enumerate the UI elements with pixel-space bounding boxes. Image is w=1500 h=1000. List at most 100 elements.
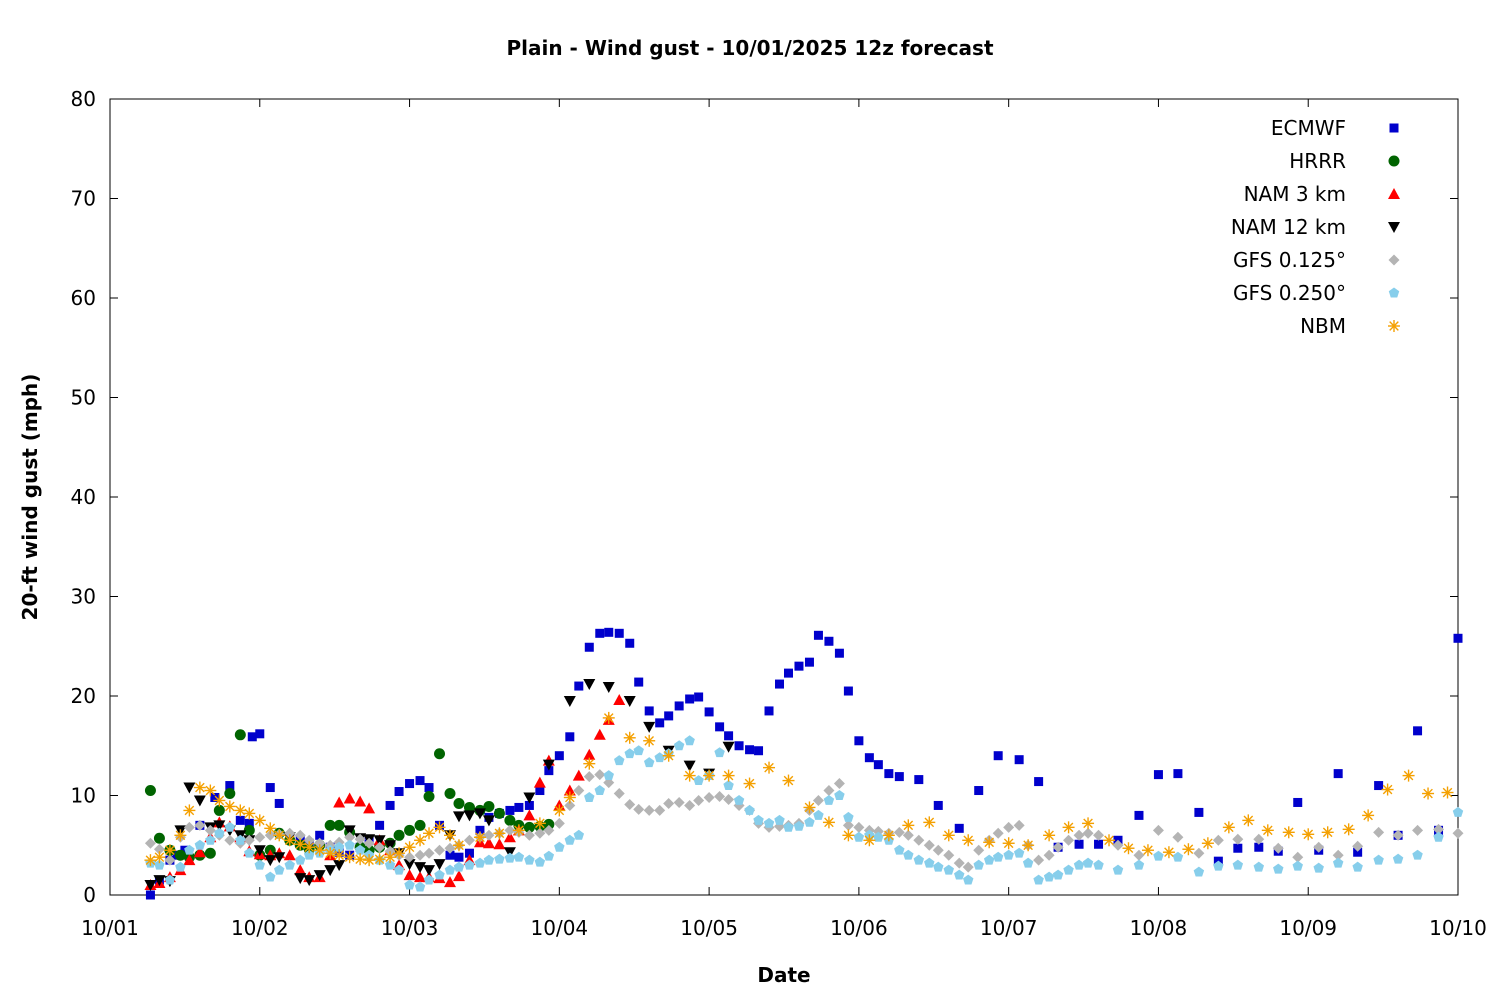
data-point — [213, 820, 226, 832]
data-point — [454, 852, 464, 862]
data-point — [1352, 840, 1364, 852]
data-point — [452, 870, 465, 882]
data-point — [1112, 864, 1124, 875]
data-point — [523, 809, 536, 821]
data-point — [1093, 859, 1104, 870]
data-point — [274, 798, 284, 808]
data-point — [873, 760, 883, 770]
data-point — [882, 829, 895, 842]
data-point — [1452, 806, 1464, 817]
data-point — [763, 817, 775, 828]
data-point — [1273, 863, 1284, 874]
data-point — [783, 821, 794, 832]
legend-label: GFS 0.250° — [1233, 281, 1346, 305]
data-point — [625, 638, 635, 648]
data-point — [393, 829, 405, 841]
data-point — [523, 792, 536, 804]
legend-entry: HRRR — [1289, 149, 1400, 173]
data-point — [923, 839, 935, 851]
data-point — [573, 829, 585, 840]
data-point — [864, 753, 874, 763]
data-point — [763, 761, 776, 774]
data-point — [274, 864, 285, 875]
y-tick-label: 40 — [71, 485, 96, 509]
data-point — [793, 820, 805, 831]
data-point — [1213, 860, 1224, 871]
data-point — [244, 847, 255, 858]
data-point — [782, 774, 795, 787]
data-point — [1282, 826, 1295, 839]
data-point — [175, 861, 186, 872]
data-point — [144, 854, 157, 867]
data-point — [1453, 633, 1463, 643]
data-point — [194, 839, 206, 850]
data-point — [444, 842, 456, 854]
data-point — [243, 834, 255, 846]
data-point — [1082, 817, 1095, 830]
data-point — [213, 804, 225, 816]
data-point — [1412, 849, 1423, 860]
data-point — [463, 834, 475, 846]
data-point — [204, 847, 216, 859]
data-point — [1133, 849, 1145, 861]
data-point — [415, 776, 425, 786]
y-tick-label: 80 — [71, 87, 96, 111]
data-point — [902, 829, 914, 841]
data-point — [273, 829, 286, 842]
data-point — [333, 849, 346, 862]
data-point — [1073, 829, 1085, 841]
data-point — [414, 849, 426, 861]
data-point — [493, 827, 506, 840]
data-point — [144, 880, 157, 892]
data-point — [942, 829, 955, 842]
data-point — [512, 824, 525, 837]
data-point — [1193, 866, 1205, 877]
data-point — [414, 881, 426, 892]
data-point — [453, 861, 465, 872]
data-point — [643, 804, 655, 816]
x-tick-label: 10/08 — [1130, 916, 1188, 940]
x-tick-label: 10/06 — [830, 916, 888, 940]
legend-marker — [1389, 123, 1399, 133]
data-point — [423, 790, 435, 802]
data-point — [553, 804, 566, 817]
data-point — [574, 681, 584, 691]
data-point — [294, 864, 307, 876]
data-point — [633, 745, 644, 756]
data-point — [145, 890, 155, 900]
data-point — [463, 810, 476, 822]
data-point — [1082, 857, 1094, 868]
data-point — [253, 814, 266, 827]
data-point — [1253, 861, 1265, 872]
data-point — [543, 824, 555, 836]
data-point — [153, 843, 165, 855]
data-point — [693, 794, 705, 806]
data-point — [524, 800, 534, 810]
x-tick-label: 10/03 — [381, 916, 439, 940]
data-point — [813, 630, 823, 640]
data-point — [333, 796, 346, 808]
data-point — [644, 706, 654, 716]
data-point — [894, 844, 905, 855]
data-point — [1052, 841, 1064, 853]
data-point — [344, 839, 355, 850]
data-point — [153, 851, 166, 864]
data-point — [554, 841, 565, 852]
data-point — [1374, 781, 1384, 791]
data-point — [565, 732, 575, 742]
legend-entry: GFS 0.250° — [1233, 281, 1400, 305]
data-point — [974, 786, 984, 796]
data-point — [1402, 769, 1415, 782]
data-point — [1253, 833, 1265, 845]
data-point — [673, 740, 685, 751]
data-point — [822, 816, 835, 829]
data-point — [314, 837, 326, 849]
data-point — [843, 811, 854, 822]
data-point — [704, 707, 714, 717]
data-point — [803, 801, 816, 814]
data-point — [584, 642, 594, 652]
data-point — [563, 784, 576, 796]
data-point — [354, 795, 367, 807]
data-point — [533, 776, 546, 788]
data-point — [1062, 821, 1075, 834]
